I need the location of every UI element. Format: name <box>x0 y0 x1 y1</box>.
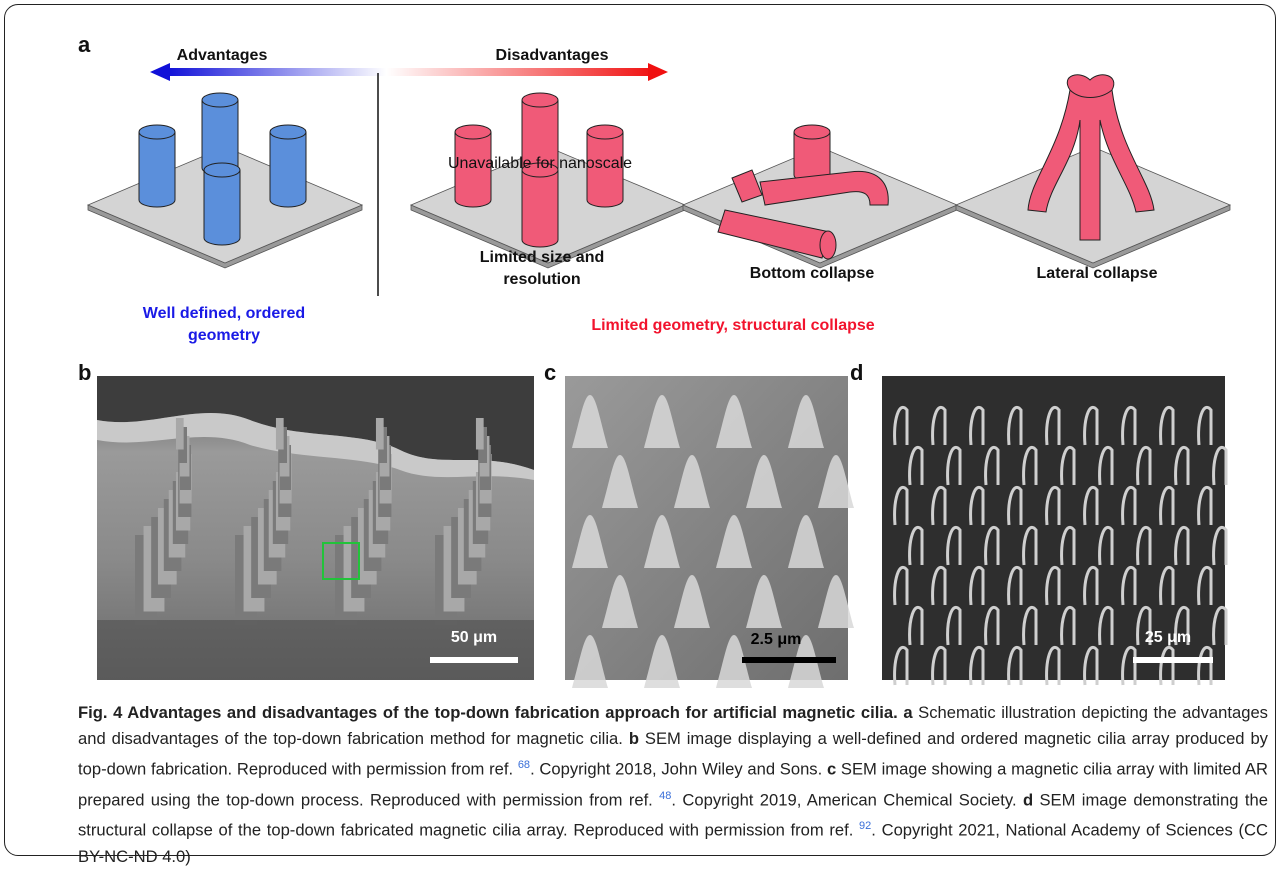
panel-label: d <box>850 360 863 385</box>
caption-label: a <box>903 703 912 722</box>
arrow-head-left <box>150 63 170 81</box>
annotation: geometry <box>188 327 260 344</box>
pillar <box>522 170 558 247</box>
annotation: Lateral collapse <box>1037 265 1158 282</box>
scale-bar-label: 25 μm <box>1145 629 1191 646</box>
caption-ref[interactable]: 48 <box>659 790 671 802</box>
page: {"panels": { "a": {"label": "a", "advant… <box>0 0 1282 862</box>
pillar-top <box>820 231 836 259</box>
caption-title: Fig. 4 Advantages and disadvantages of t… <box>78 703 898 722</box>
figure: a Advantages Disadvantages Unavailable f… <box>0 0 1282 700</box>
sem-texture <box>476 418 484 450</box>
annotation: Unavailable for nanoscale <box>448 155 632 172</box>
caption-text: . Copyright 2019, American Chemical Soci… <box>671 790 1016 809</box>
caption-label: b <box>629 729 639 748</box>
sem-texture <box>376 418 384 450</box>
arrow-head-right <box>648 63 668 81</box>
panel-label: c <box>544 360 556 385</box>
sem-texture <box>176 418 184 450</box>
gradient-arrow <box>166 68 656 76</box>
pillar-top <box>794 125 830 139</box>
pillar-top <box>202 93 238 107</box>
caption-text: . Copyright 2018, John Wiley and Sons. <box>530 760 822 779</box>
annotation: Limited size and <box>480 249 604 266</box>
pillar-top <box>522 93 558 107</box>
pillar-top <box>587 125 623 139</box>
annotation: Limited geometry, structural collapse <box>591 317 874 334</box>
pillar-top <box>270 125 306 139</box>
advantages-label: Advantages <box>177 47 268 64</box>
pillar-top <box>455 125 491 139</box>
panel-label: b <box>78 360 91 385</box>
scale-bar-label: 2.5 μm <box>751 631 802 648</box>
caption-label: d <box>1023 790 1033 809</box>
figure-caption: Fig. 4 Advantages and disadvantages of t… <box>78 700 1268 870</box>
pillar-top <box>139 125 175 139</box>
panel-label: a <box>78 32 91 57</box>
annotation: Bottom collapse <box>750 265 875 282</box>
caption-ref[interactable]: 68 <box>518 759 530 771</box>
sem-image <box>565 376 854 688</box>
pillar <box>270 132 306 207</box>
disadvantages-label: Disadvantages <box>496 47 609 64</box>
caption-ref[interactable]: 92 <box>859 820 871 832</box>
pillar <box>204 170 240 245</box>
scale-bar-label: 50 μm <box>451 629 497 646</box>
schematics <box>88 75 1230 268</box>
pillar-top <box>204 163 240 177</box>
annotation: Well defined, ordered <box>143 305 305 322</box>
pillar <box>139 132 175 207</box>
sem-texture <box>276 418 284 450</box>
caption-label: c <box>827 760 836 779</box>
annotation: resolution <box>503 271 580 288</box>
